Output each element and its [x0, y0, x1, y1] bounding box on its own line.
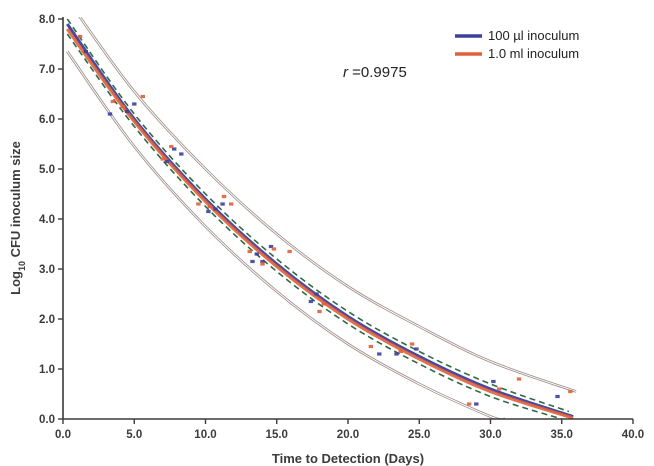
data-point-orange-3	[140, 94, 145, 99]
data-point-blue-12	[260, 259, 265, 264]
y-tick-label-2: 2.0	[39, 314, 55, 326]
data-point-orange-17	[398, 349, 403, 354]
y-tick-label-1: 1.0	[39, 364, 55, 376]
data-point-blue-4	[164, 159, 170, 164]
data-point-orange-5	[169, 144, 174, 149]
data-point-orange-14	[317, 309, 322, 314]
data-point-blue-10	[250, 259, 255, 264]
data-point-blue-16	[377, 352, 382, 356]
y-tick-label-3: 3.0	[39, 264, 55, 276]
x-tick-label-5: 25.0	[408, 429, 430, 441]
legend: 100 µl inoculum 1.0 ml inoculum	[455, 28, 579, 61]
data-point-blue-14	[308, 299, 314, 304]
band-inner-lower	[66, 33, 563, 419]
data-point-blue-13	[268, 244, 274, 249]
x-tick-label-2: 10.0	[194, 429, 216, 441]
data-point-blue-5	[172, 147, 177, 151]
data-point-blue-19	[474, 402, 479, 406]
data-point-orange-20	[496, 387, 502, 391]
data-point-orange-19	[466, 402, 472, 406]
legend-label-100ul: 100 µl inoculum	[488, 28, 579, 43]
data-point-orange-15	[321, 302, 326, 306]
data-point-blue-2	[124, 109, 130, 114]
data-points	[77, 34, 573, 406]
y-axis-title-main: Log	[8, 271, 23, 295]
data-point-blue-11	[254, 252, 259, 256]
data-point-orange-4	[160, 157, 165, 161]
data-point-orange-16	[368, 344, 373, 349]
band-outer-upper-gap	[79, 17, 577, 392]
legend-label-1ml: 1.0 ml inoculum	[488, 46, 579, 61]
y-axis-title: Log10 CFU inoculum size	[8, 141, 27, 295]
data-point-orange-12	[271, 247, 277, 251]
data-point-orange-7	[207, 204, 212, 209]
data-point-orange-10	[247, 249, 252, 254]
y-tick-labels: 0.0 1.0 2.0 3.0 4.0 5.0 6.0 7.0 8.0	[39, 14, 55, 426]
band-inner-upper	[66, 18, 570, 413]
data-point-blue-9	[220, 202, 225, 206]
data-point-orange-22	[568, 389, 573, 394]
data-point-blue-1	[107, 112, 113, 116]
data-point-orange-18	[409, 342, 415, 346]
y-axis-title-rest: CFU inoculum size	[8, 141, 23, 261]
data-point-orange-21	[516, 377, 522, 381]
data-point-blue-6	[179, 152, 184, 156]
data-point-blue-15	[314, 292, 319, 296]
data-point-orange-1	[110, 99, 116, 104]
y-tick-label-5: 5.0	[39, 164, 55, 176]
data-point-blue-21	[555, 394, 560, 399]
y-tick-label-6: 6.0	[39, 114, 55, 126]
y-tick-label-0: 0.0	[39, 414, 55, 426]
data-point-orange-9	[229, 202, 234, 206]
y-tick-label-8: 8.0	[39, 14, 55, 26]
x-tick-label-8: 40.0	[622, 429, 644, 441]
data-point-orange-6	[196, 202, 201, 206]
annotation-value: =0.9975	[348, 64, 407, 81]
data-point-blue-0	[83, 49, 88, 54]
x-tick-label-6: 30.0	[479, 429, 501, 441]
data-point-orange-8	[221, 194, 227, 199]
data-point-blue-20	[491, 379, 496, 384]
correlation-annotation: r =0.9975	[343, 64, 407, 81]
data-point-blue-7	[206, 209, 211, 214]
fit-lines	[66, 23, 574, 419]
data-point-orange-11	[260, 262, 265, 266]
x-tick-label-3: 15.0	[266, 429, 288, 441]
x-tick-label-4: 20.0	[337, 429, 359, 441]
data-point-blue-8	[213, 207, 218, 211]
data-point-orange-2	[120, 104, 126, 109]
confidence-bands	[66, 17, 577, 419]
data-point-orange-0	[77, 34, 83, 39]
x-tick-label-7: 35.0	[551, 429, 573, 441]
fit-line-blue	[66, 23, 574, 418]
data-point-blue-3	[132, 102, 137, 106]
y-axis-title-sub: 10	[17, 261, 27, 271]
data-point-blue-18	[414, 347, 419, 351]
band-outer-lower-a	[66, 50, 506, 419]
band-outer-lower-gap	[66, 51, 505, 419]
y-tick-label-7: 7.0	[39, 64, 55, 76]
x-axis-title: Time to Detection (Days)	[272, 451, 424, 466]
data-point-blue-17	[394, 352, 399, 356]
annotation-r: r	[343, 64, 349, 81]
fit-line-orange	[66, 28, 574, 419]
y-tick-label-4: 4.0	[39, 214, 55, 226]
x-tick-labels: 0.0 5.0 10.0 15.0 20.0 25.0 30.0 35.0 40.0	[55, 429, 644, 441]
x-tick-label-0: 0.0	[55, 429, 71, 441]
data-point-orange-13	[287, 249, 292, 254]
axes	[58, 17, 634, 424]
x-tick-label-1: 5.0	[126, 429, 142, 441]
